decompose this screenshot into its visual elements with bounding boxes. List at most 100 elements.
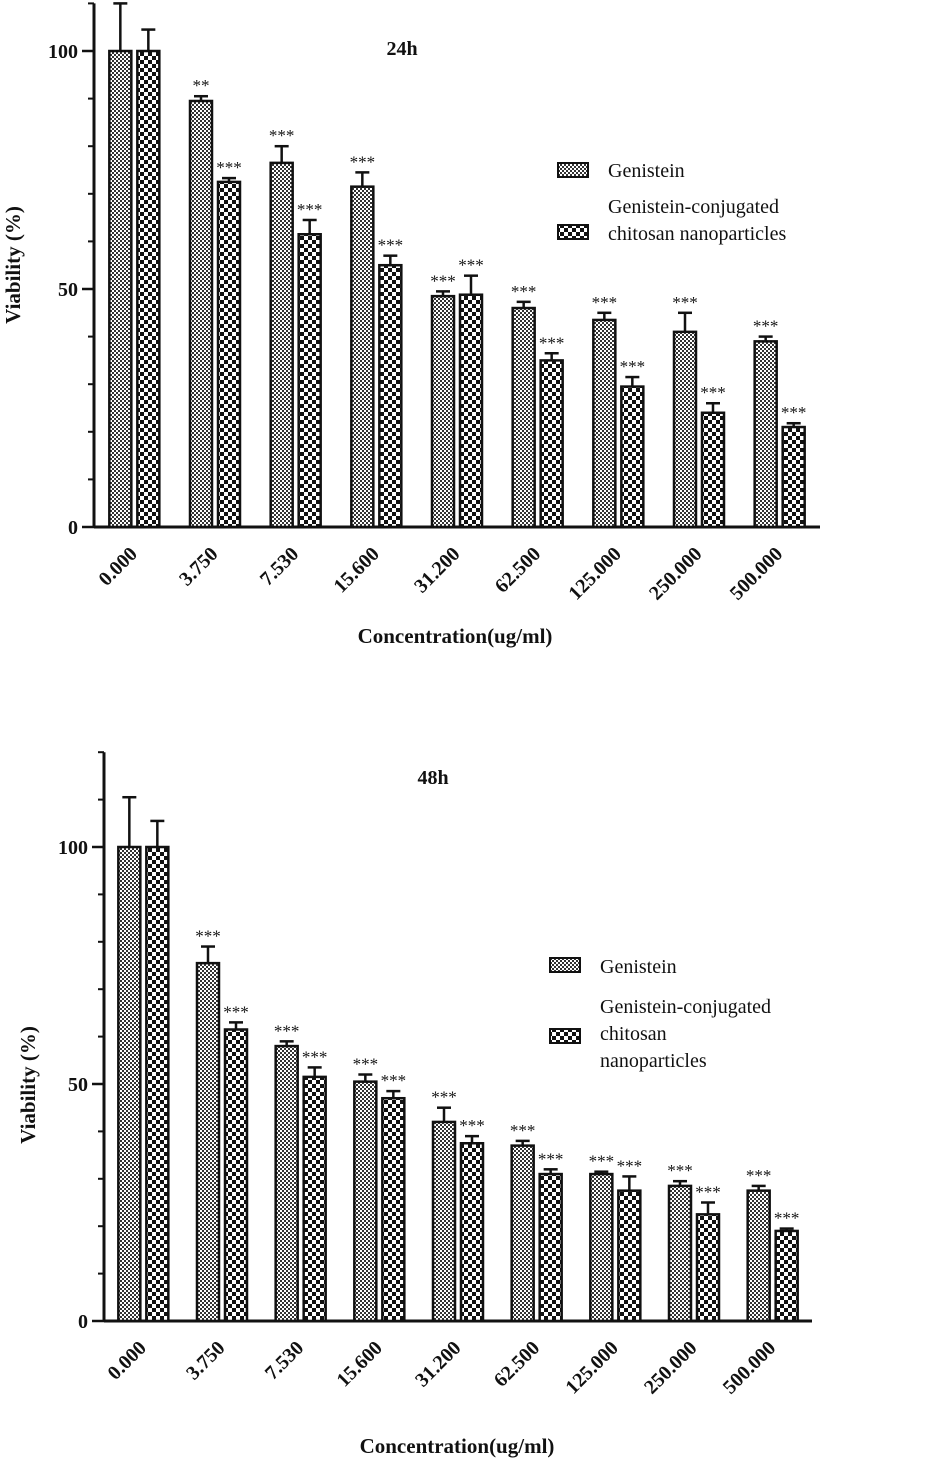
legend-label: Genistein (608, 160, 685, 182)
x-tick-label: 0.000 (103, 1337, 150, 1384)
bar-genistein (430, 294, 456, 529)
bar-genistein (108, 49, 133, 529)
bar-nanoparticles (216, 180, 242, 529)
chart-title: 48h (417, 767, 448, 789)
bar-nanoparticles (136, 49, 161, 529)
x-tick-label: 7.530 (256, 543, 303, 590)
x-tick-label: 62.500 (491, 543, 545, 597)
significance-label: *** (700, 383, 726, 402)
bar-genistein (746, 1189, 771, 1323)
x-tick-label: 15.600 (332, 1337, 386, 1391)
bar-nanoparticles (458, 293, 484, 529)
bar-nanoparticles (297, 233, 322, 529)
significance-label: *** (350, 152, 376, 171)
bar-genistein (592, 318, 617, 529)
significance-label: *** (459, 1116, 485, 1135)
legend-swatch (557, 162, 589, 178)
significance-label: *** (510, 1121, 536, 1140)
bar-nanoparticles (620, 385, 645, 529)
bar-genistein (511, 306, 536, 529)
significance-label: *** (589, 1152, 615, 1171)
bar-genistein (753, 340, 778, 529)
chart-title: 24h (386, 38, 417, 60)
bar-nanoparticles (617, 1189, 642, 1323)
x-tick-label: 500.000 (726, 543, 788, 605)
bar-nanoparticles (381, 1096, 406, 1323)
y-axis-title: Viability (%) (1, 206, 25, 324)
bar-nanoparticles (538, 1172, 563, 1323)
y-tick-label: 100 (48, 41, 78, 63)
significance-label: *** (667, 1161, 693, 1180)
x-tick-label: 0.000 (94, 543, 141, 590)
legend-label: Genistein-conjugated (600, 996, 771, 1018)
bar-nanoparticles (378, 263, 403, 529)
x-tick-label: 125.000 (564, 543, 626, 605)
significance-label: *** (297, 200, 323, 219)
significance-label: *** (538, 1149, 564, 1168)
significance-label: *** (195, 927, 221, 946)
x-axis-title: Concentration(ug/ml) (360, 1434, 555, 1458)
y-tick-label: 0 (78, 1311, 88, 1333)
legend-label: nanoparticles (600, 1050, 707, 1072)
bar-genistein (188, 99, 214, 529)
significance-label: *** (539, 333, 565, 352)
significance-label: *** (431, 1088, 457, 1107)
significance-label: *** (302, 1047, 328, 1066)
x-tick-label: 3.750 (182, 1337, 229, 1384)
bar-genistein (667, 1184, 693, 1323)
bar-nanoparticles (539, 359, 564, 529)
significance-label: *** (353, 1055, 379, 1074)
bar-nanoparticles (223, 1028, 249, 1323)
legend-label: Genistein-conjugated (608, 196, 779, 218)
legend-swatch (549, 1028, 581, 1044)
significance-label: *** (592, 293, 618, 312)
significance-label: *** (216, 158, 242, 177)
significance-label: *** (620, 357, 646, 376)
significance-label: *** (269, 126, 295, 145)
bar-genistein (195, 961, 221, 1323)
y-tick-label: 50 (58, 279, 78, 301)
significance-label: *** (511, 282, 537, 301)
significance-label: *** (753, 317, 779, 336)
legend-label: Genistein (600, 956, 677, 978)
bar-nanoparticles (459, 1142, 485, 1323)
significance-label: *** (430, 271, 456, 290)
bar-nanoparticles (695, 1213, 721, 1323)
y-tick-label: 100 (58, 837, 88, 859)
x-tick-label: 250.000 (645, 543, 707, 605)
significance-label: *** (774, 1209, 800, 1228)
legend-swatch (557, 224, 589, 240)
significance-label: *** (781, 403, 807, 422)
bar-nanoparticles (302, 1075, 327, 1323)
legend-label: chitosan nanoparticles (608, 223, 786, 245)
y-tick-label: 50 (68, 1074, 88, 1096)
bar-genistein (269, 161, 294, 529)
significance-label: *** (458, 256, 484, 275)
bar-nanoparticles (774, 1229, 799, 1323)
bar-genistein (350, 185, 375, 529)
significance-label: *** (617, 1156, 643, 1175)
bar-nanoparticles (145, 845, 170, 1323)
significance-label: *** (746, 1166, 772, 1185)
significance-label: *** (672, 293, 698, 312)
y-axis-title: Viability (%) (16, 1026, 40, 1144)
bar-genistein (431, 1120, 457, 1323)
significance-label: *** (274, 1021, 300, 1040)
significance-label: *** (378, 236, 404, 255)
x-tick-label: 31.200 (411, 1337, 465, 1391)
x-tick-label: 3.750 (175, 543, 222, 590)
legend-label: chitosan (600, 1023, 667, 1045)
significance-label: ** (193, 76, 210, 95)
y-tick-label: 0 (68, 517, 78, 539)
bar-genistein (510, 1144, 535, 1323)
bar-genistein (274, 1044, 299, 1323)
significance-label: *** (381, 1071, 407, 1090)
x-tick-label: 500.000 (719, 1337, 781, 1399)
x-tick-label: 31.200 (410, 543, 464, 597)
bar-genistein (117, 845, 142, 1323)
bar-genistein (353, 1080, 378, 1323)
bar-genistein (672, 330, 698, 529)
chart-24h: 0501000.000*****3.750******7.530******15… (1, 2, 820, 648)
x-tick-label: 7.530 (261, 1337, 308, 1384)
significance-label: *** (695, 1183, 721, 1202)
